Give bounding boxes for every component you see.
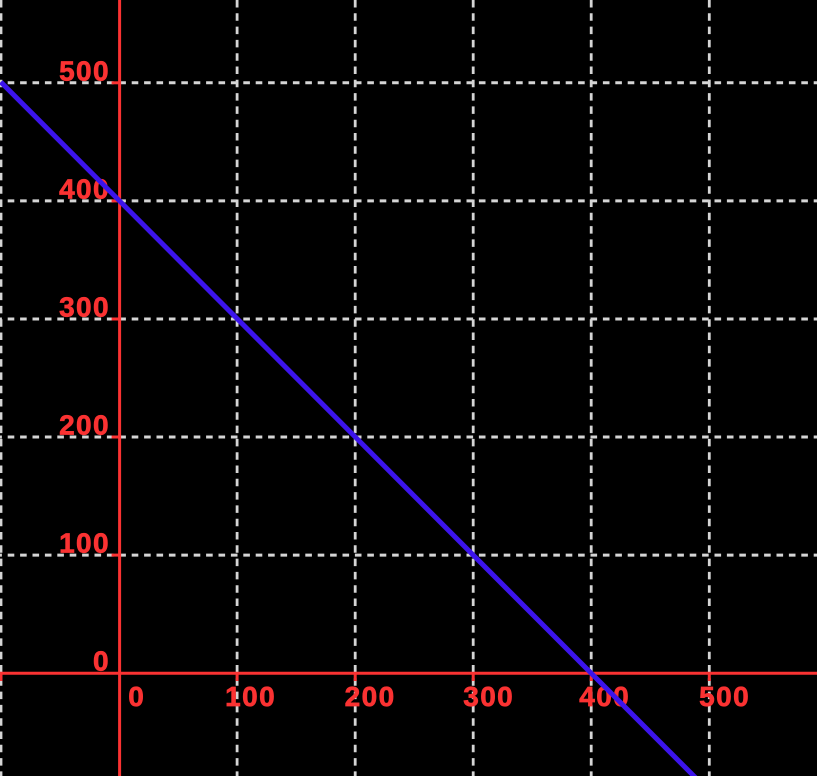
svg-text:0: 0 (128, 681, 145, 712)
svg-text:300: 300 (59, 292, 110, 323)
svg-text:200: 200 (59, 410, 110, 441)
svg-text:500: 500 (59, 55, 110, 86)
svg-text:0: 0 (93, 646, 110, 677)
svg-text:100: 100 (225, 681, 276, 712)
svg-text:300: 300 (463, 681, 514, 712)
svg-text:400: 400 (59, 173, 110, 204)
svg-text:100: 100 (59, 528, 110, 559)
svg-text:500: 500 (699, 681, 750, 712)
svg-text:200: 200 (345, 681, 396, 712)
